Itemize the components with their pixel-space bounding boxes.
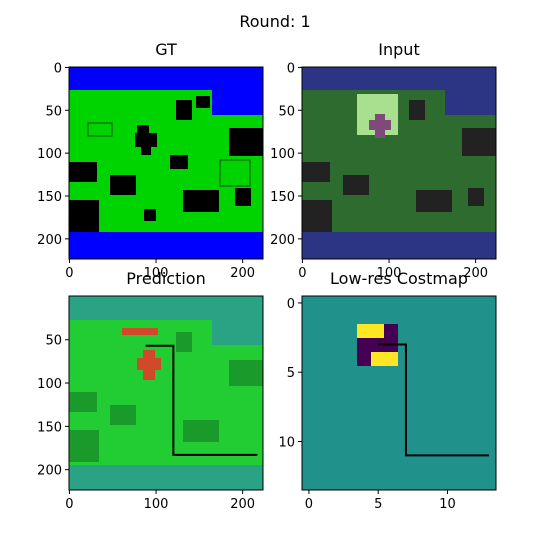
x-tick-label: 0 [298, 266, 306, 281]
x-tick-label: 0 [65, 266, 73, 281]
x-tick-label: 200 [463, 266, 488, 281]
axes-frame [301, 66, 497, 260]
y-tick-label: 0 [287, 297, 295, 312]
x-tick-label: 0 [305, 497, 313, 512]
axes-title: Low-res Costmap [330, 269, 468, 288]
y-tick-label: 5 [287, 366, 295, 381]
y-tick-label: 200 [37, 464, 62, 479]
x-tick-label: 100 [377, 266, 402, 281]
axes-frame [301, 295, 497, 491]
axes-frame [68, 66, 264, 260]
costmap-image [302, 296, 496, 490]
y-tick-label: 10 [278, 436, 295, 451]
y-tick-label: 100 [270, 147, 295, 162]
y-tick-label: 50 [278, 104, 295, 119]
x-tick-label: 5 [374, 497, 382, 512]
y-tick-label: 150 [37, 190, 62, 205]
axes-title: Prediction [126, 269, 205, 288]
x-tick-label: 0 [65, 497, 73, 512]
prediction-image [69, 296, 263, 490]
path-line [145, 344, 258, 456]
y-tick-label: 0 [287, 61, 295, 76]
y-tick-label: 50 [45, 104, 62, 119]
axes-title: GT [155, 40, 177, 59]
path-line [378, 343, 490, 457]
y-tick-label: 150 [37, 420, 62, 435]
y-tick-label: 150 [270, 190, 295, 205]
y-tick-label: 0 [54, 61, 62, 76]
x-tick-label: 10 [439, 497, 456, 512]
gt-image [69, 67, 263, 259]
x-tick-label: 200 [230, 266, 255, 281]
y-tick-label: 50 [45, 334, 62, 349]
axes-title: Input [378, 40, 419, 59]
x-tick-label: 100 [144, 497, 169, 512]
y-tick-label: 100 [37, 147, 62, 162]
x-tick-label: 200 [230, 497, 255, 512]
x-tick-label: 100 [144, 266, 169, 281]
y-tick-label: 200 [270, 233, 295, 248]
y-tick-label: 100 [37, 377, 62, 392]
y-tick-label: 200 [37, 233, 62, 248]
figure-title: Round: 1 [239, 12, 310, 31]
input-image [302, 67, 496, 259]
axes-frame [68, 295, 264, 491]
